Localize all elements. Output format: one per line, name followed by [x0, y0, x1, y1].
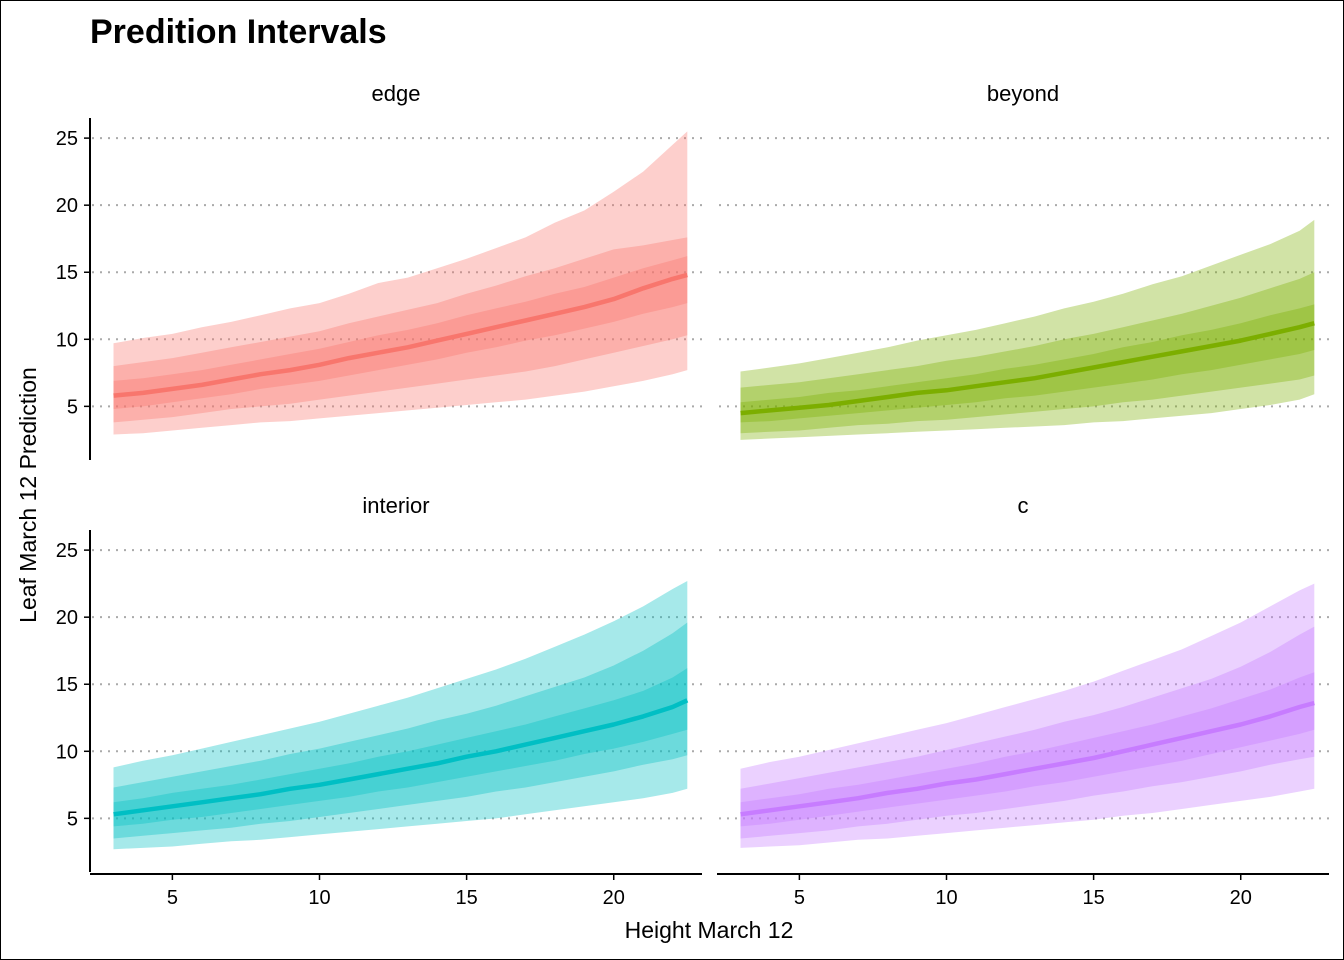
x-tick-label: 5	[167, 887, 178, 909]
interval-band-50	[740, 304, 1315, 423]
median-line	[740, 321, 1315, 416]
x-tick-label: 15	[455, 887, 477, 909]
y-tick-label: 20	[56, 195, 78, 217]
facet-panel-edge: edge 5 10 15 20 25	[56, 81, 702, 460]
y-tick-label: 25	[56, 540, 78, 562]
interval-band-95	[113, 131, 688, 435]
y-tick-label: 10	[56, 741, 78, 763]
facet-label: edge	[372, 81, 421, 106]
interval-band-95	[740, 583, 1315, 848]
facet-label: c	[1018, 493, 1029, 518]
y-axis-title: Leaf March 12 Prediction	[15, 367, 41, 623]
median-line	[113, 698, 689, 817]
facet-panel-beyond: beyond	[719, 81, 1329, 440]
x-tick-label: 20	[1230, 887, 1252, 909]
y-tick-label: 15	[56, 674, 78, 696]
interval-band-80	[740, 272, 1315, 434]
x-tick-label: 15	[1082, 887, 1104, 909]
y-tick-label: 20	[56, 607, 78, 629]
interval-band-95	[113, 581, 688, 850]
facet-label: interior	[362, 493, 429, 518]
interval-band-50	[740, 672, 1315, 827]
interval-band-50	[113, 668, 688, 827]
facet-panels: edge 5 10 15 20 25 beyond interior 5 10 15 20 25 5 10 1…	[56, 81, 1329, 909]
interval-band-80	[113, 622, 688, 839]
median-line	[113, 272, 688, 398]
y-tick-label: 25	[56, 128, 78, 150]
x-tick-label: 10	[935, 887, 957, 909]
chart-title: Predition Intervals	[90, 13, 387, 51]
facet-panel-c: c 5 10 15 20	[717, 493, 1329, 909]
y-tick-label: 5	[67, 808, 78, 830]
facet-label: beyond	[987, 81, 1059, 106]
x-tick-label: 5	[794, 887, 805, 909]
interval-band-80	[740, 626, 1315, 839]
interval-band-95	[740, 219, 1315, 440]
x-tick-label: 10	[308, 887, 330, 909]
y-tick-label: 5	[67, 396, 78, 418]
x-axis-title: Height March 12	[625, 917, 794, 943]
median-line	[740, 700, 1315, 817]
interval-band-50	[113, 256, 688, 409]
y-tick-label: 10	[56, 329, 78, 351]
y-tick-label: 15	[56, 262, 78, 284]
facet-panel-interior: interior 5 10 15 20 25 5 10 15 20	[56, 493, 702, 909]
x-tick-label: 20	[603, 887, 625, 909]
